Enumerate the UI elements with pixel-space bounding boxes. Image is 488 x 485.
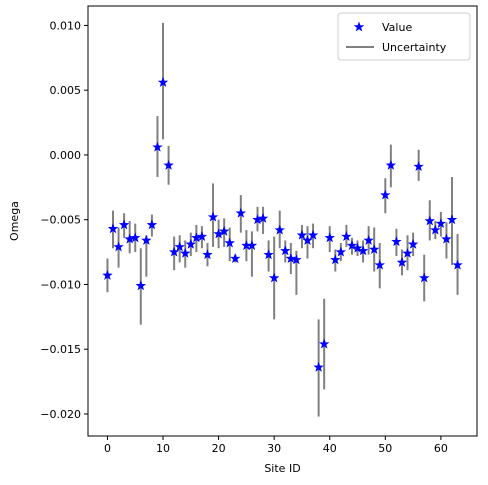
data-point-24 xyxy=(235,207,247,218)
x-tick-label: 10 xyxy=(156,442,170,455)
data-point-34 xyxy=(291,254,302,265)
x-axis: 0 10 20 30 40 50 60 xyxy=(104,436,448,455)
data-point-33 xyxy=(285,253,297,263)
y-tick-label: −0.010 xyxy=(40,278,81,291)
data-point-17 xyxy=(196,231,208,241)
data-point-0 xyxy=(102,269,113,280)
x-tick-label: 20 xyxy=(212,442,226,455)
data-point-8 xyxy=(146,219,158,230)
data-point-40 xyxy=(324,232,335,243)
data-point-45 xyxy=(352,242,363,253)
data-point-63 xyxy=(452,259,463,270)
data-point-32 xyxy=(280,245,291,256)
data-point-3 xyxy=(118,219,130,230)
data-point-41 xyxy=(330,254,341,265)
data-point-54 xyxy=(402,247,413,258)
data-point-30 xyxy=(268,272,280,283)
data-point-26 xyxy=(246,240,258,251)
data-point-57 xyxy=(418,272,430,283)
data-point-42 xyxy=(335,246,347,257)
legend-value-star-icon xyxy=(353,21,365,32)
y-axis: 0.010 0.005 0.000 −0.005 −0.010 −0.015 −0.020 xyxy=(40,19,88,421)
data-point-62 xyxy=(446,214,458,225)
plot-frame xyxy=(87,5,478,437)
data-point-15 xyxy=(185,238,197,249)
data-point-29 xyxy=(263,249,274,260)
data-point-38 xyxy=(313,361,324,372)
legend-label-uncertainty: Uncertainty xyxy=(382,41,447,54)
data-point-43 xyxy=(341,231,352,241)
y-axis-label: Omega xyxy=(8,201,21,241)
data-point-11 xyxy=(163,159,174,170)
data-point-37 xyxy=(307,229,319,240)
data-point-1 xyxy=(107,223,119,234)
y-tick-label: 0.010 xyxy=(50,19,82,32)
data-point-6 xyxy=(135,280,147,291)
y-tick-label: 0.000 xyxy=(50,149,82,162)
data-point-60 xyxy=(435,218,447,229)
data-point-35 xyxy=(296,229,308,240)
data-point-13 xyxy=(174,241,185,252)
data-point-52 xyxy=(391,236,402,247)
legend-box xyxy=(337,12,471,61)
data-point-49 xyxy=(374,259,385,270)
data-point-22 xyxy=(224,237,235,248)
x-tick-label: 40 xyxy=(323,442,337,455)
x-tick-label: 60 xyxy=(434,442,448,455)
x-tick-label: 30 xyxy=(267,442,281,455)
y-tick-label: −0.020 xyxy=(40,408,81,421)
data-point-7 xyxy=(141,234,152,245)
legend: Value Uncertainty xyxy=(337,12,471,61)
data-point-48 xyxy=(368,244,380,254)
data-point-2 xyxy=(113,241,124,252)
data-point-61 xyxy=(441,233,452,244)
data-point-21 xyxy=(218,225,230,236)
data-point-59 xyxy=(430,224,441,235)
data-point-39 xyxy=(318,338,330,349)
legend-label-value: Value xyxy=(382,21,412,34)
data-point-28 xyxy=(257,212,269,223)
data-point-53 xyxy=(396,256,408,267)
data-point-23 xyxy=(230,253,241,263)
y-tick-label: −0.015 xyxy=(40,343,81,356)
data-point-19 xyxy=(207,211,219,222)
y-tick-label: 0.005 xyxy=(50,84,82,97)
y-tick-label: −0.005 xyxy=(40,214,81,227)
marker-layer xyxy=(102,76,463,372)
data-point-18 xyxy=(202,249,213,260)
x-tick-label: 0 xyxy=(104,442,111,455)
data-point-46 xyxy=(357,245,369,256)
data-point-31 xyxy=(274,224,285,235)
data-point-44 xyxy=(346,240,358,251)
x-axis-label: Site ID xyxy=(264,462,300,475)
data-point-9 xyxy=(152,141,163,152)
data-point-56 xyxy=(413,161,424,172)
x-tick-label: 50 xyxy=(378,442,392,455)
data-point-10 xyxy=(157,76,169,87)
data-point-14 xyxy=(180,247,191,258)
data-point-51 xyxy=(385,159,397,170)
data-point-5 xyxy=(130,232,141,243)
data-point-58 xyxy=(424,215,435,226)
legend-star-mark xyxy=(353,21,365,32)
data-point-55 xyxy=(407,238,419,249)
data-point-50 xyxy=(380,189,391,200)
data-point-47 xyxy=(363,234,374,245)
